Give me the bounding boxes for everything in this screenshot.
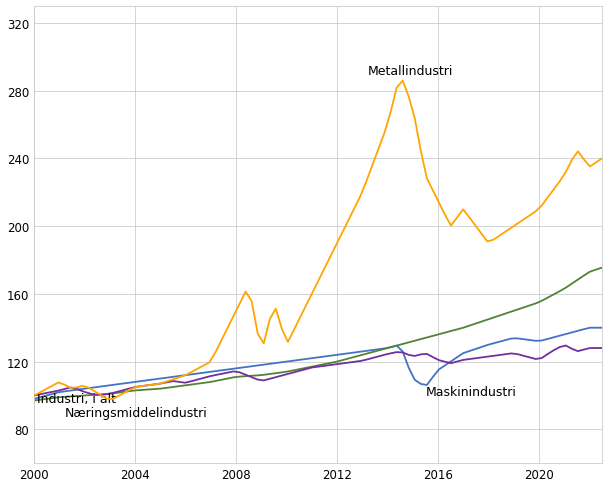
Text: Industri, i alt: Industri, i alt [37, 392, 116, 406]
Text: Metallindustri: Metallindustri [367, 64, 452, 78]
Text: Maskinindustri: Maskinindustri [425, 386, 516, 399]
Text: Næringsmiddelindustri: Næringsmiddelindustri [65, 406, 207, 419]
